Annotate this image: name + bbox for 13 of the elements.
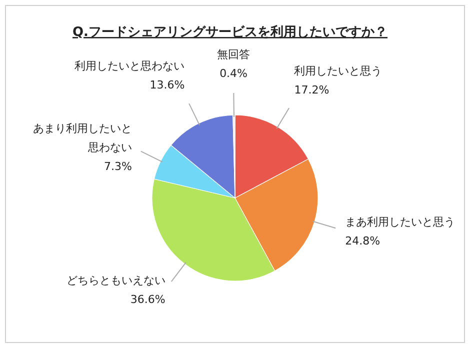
slice-label: 利用したいと思わない — [74, 60, 185, 73]
data-label: 0.4% — [220, 67, 248, 80]
data-label: 24.8% — [345, 234, 380, 248]
data-label: 17.2% — [294, 83, 330, 96]
data-label: 13.6% — [150, 78, 185, 92]
data-label: 36.6% — [130, 292, 166, 306]
slice-label: どちらともいえない — [66, 274, 166, 287]
slice-label: あまり利用したいと思わない — [32, 122, 132, 154]
slice-label: 利用したいと思う — [294, 64, 382, 78]
slice-label: 無回答 — [217, 48, 250, 62]
data-label: 7.3% — [104, 160, 132, 173]
chart-title: Q.フードシェアリングサービスを利用したいですか？ — [72, 24, 388, 40]
slice-label: まあ利用したいと思う — [345, 215, 456, 228]
